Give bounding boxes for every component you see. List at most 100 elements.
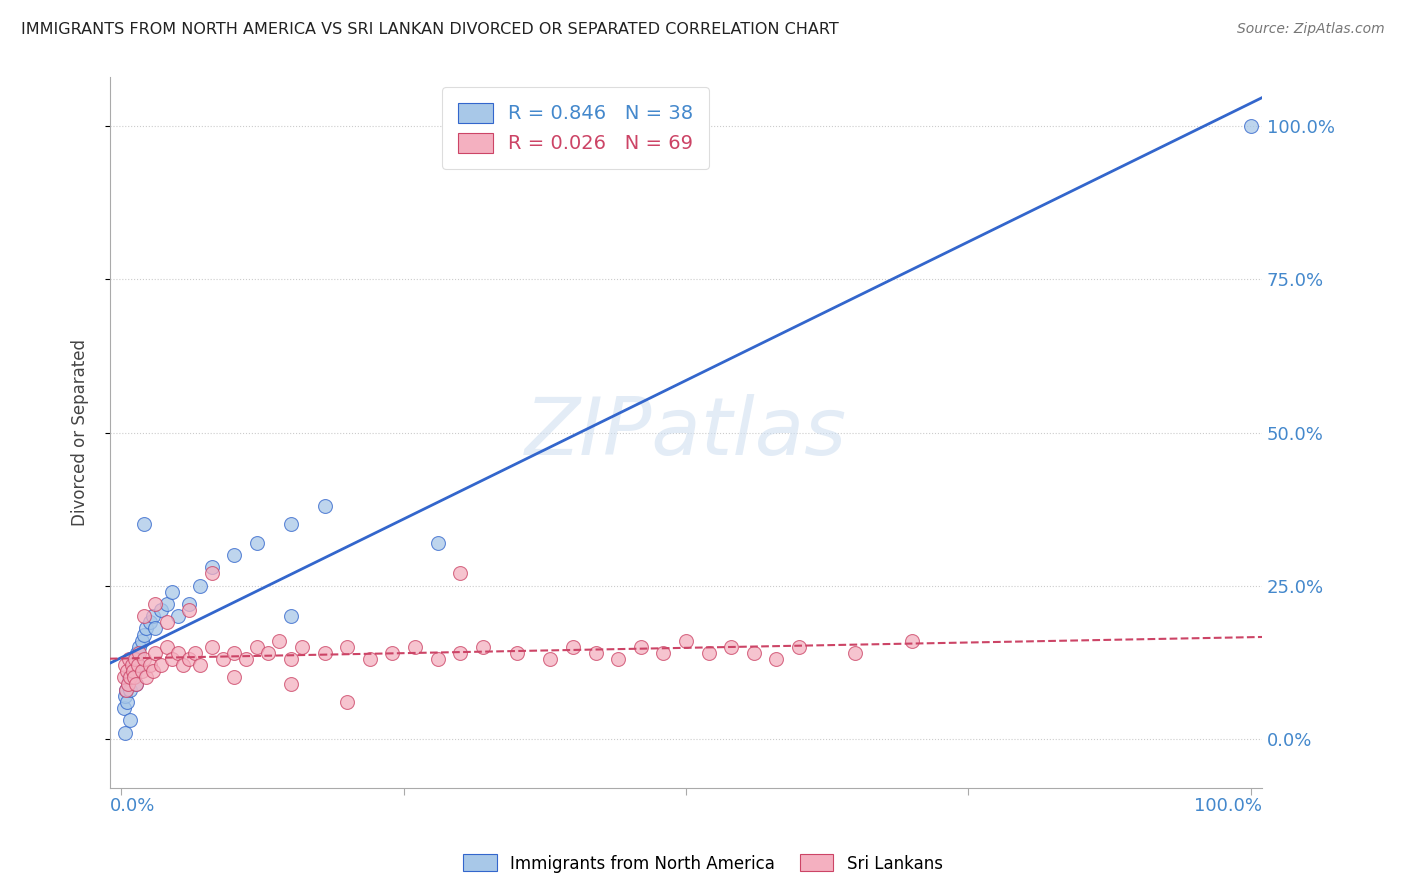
Point [471,640,494,654]
Point [132,517,155,532]
Point [720,640,742,654]
Y-axis label: Divorced or Separated: Divorced or Separated [72,339,89,526]
Point [135,670,157,684]
Point [160,584,183,599]
Point [426,535,449,549]
Point [142,665,165,679]
Point [131,633,153,648]
Point [201,640,224,654]
Point [160,652,183,666]
Point [269,633,291,648]
Text: 100.0%: 100.0% [1194,797,1263,815]
Point [235,652,257,666]
Point [132,609,155,624]
Point [190,579,212,593]
Point [404,640,426,654]
Point [127,658,149,673]
Point [675,633,697,648]
Point [212,652,235,666]
Point [132,627,155,641]
Point [127,658,149,673]
Point [280,609,302,624]
Point [121,670,143,684]
Point [138,615,160,630]
Point [149,603,172,617]
Point [118,670,141,684]
Point [121,658,143,673]
Point [179,652,201,666]
Point [149,658,172,673]
Point [246,640,269,654]
Point [121,665,143,679]
Point [562,640,585,654]
Point [128,640,150,654]
Point [115,682,138,697]
Point [142,609,165,624]
Point [224,646,246,660]
Point [117,676,139,690]
Point [155,615,177,630]
Point [201,566,224,581]
Point [449,566,471,581]
Point [155,640,177,654]
Point [125,676,148,690]
Point [449,646,471,660]
Point [122,652,145,666]
Point [166,609,188,624]
Point [359,652,381,666]
Point [117,676,139,690]
Point [630,640,652,654]
Point [179,603,201,617]
Point [143,646,166,660]
Point [787,640,810,654]
Point [122,670,145,684]
Point [1239,120,1261,134]
Point [224,670,246,684]
Point [115,665,138,679]
Point [280,676,302,690]
Legend: R = 0.846   N = 38, R = 0.026   N = 69: R = 0.846 N = 38, R = 0.026 N = 69 [443,87,709,169]
Point [131,665,153,679]
Point [697,646,720,660]
Point [124,652,146,666]
Point [585,646,607,660]
Point [742,646,765,660]
Point [166,646,188,660]
Point [124,665,146,679]
Point [128,646,150,660]
Point [844,646,866,660]
Point [336,695,359,709]
Point [132,652,155,666]
Point [115,695,138,709]
Point [120,670,142,684]
Point [127,646,149,660]
Point [257,646,280,660]
Point [901,633,924,648]
Point [314,646,336,660]
Point [120,682,142,697]
Point [224,548,246,562]
Point [143,597,166,611]
Point [652,646,675,660]
Text: Source: ZipAtlas.com: Source: ZipAtlas.com [1237,22,1385,37]
Point [121,658,143,673]
Point [314,499,336,513]
Point [120,714,142,728]
Point [280,652,302,666]
Point [114,725,136,739]
Point [201,560,224,574]
Point [115,682,138,697]
Point [190,658,212,673]
Point [143,622,166,636]
Point [426,652,449,666]
Point [607,652,630,666]
Point [765,652,787,666]
Point [280,517,302,532]
Point [112,670,135,684]
Point [112,701,135,715]
Text: IMMIGRANTS FROM NORTH AMERICA VS SRI LANKAN DIVORCED OR SEPARATED CORRELATION CH: IMMIGRANTS FROM NORTH AMERICA VS SRI LAN… [21,22,839,37]
Point [135,622,157,636]
Point [118,652,141,666]
Point [381,646,404,660]
Point [114,689,136,703]
